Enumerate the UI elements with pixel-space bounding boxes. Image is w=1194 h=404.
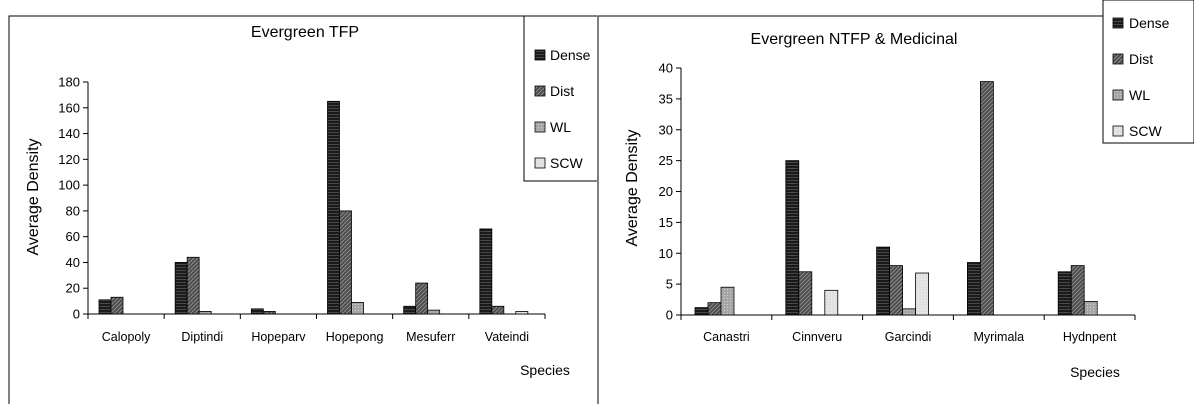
y-tick-label: 100 [58,178,80,193]
y-tick-label: 10 [659,246,673,261]
bar-dist-hydnpent [1070,265,1085,316]
y-tick-label: 60 [66,229,80,244]
bar-dense-hopepong [327,100,340,315]
bar-dense-calopoly [98,299,112,315]
legend-label-dist: Dist [1129,51,1153,67]
legend: Dense Dist WL SCW [1102,0,1194,144]
x-tick-label: Cinnveru [792,330,842,344]
bar-wl-mesuferr [427,309,441,315]
bar-dist-calopoly [110,296,124,315]
legend-swatch-dist [1112,53,1124,65]
legend-swatch-wl [1112,89,1124,101]
bar-scw-garcindi [915,272,930,316]
x-tick-label: Hopeparv [251,330,306,344]
bar-scw-cinnveru [824,289,839,316]
legend-label-wl: WL [550,119,571,135]
x-tick-label: Vateindi [485,330,529,344]
y-tick-label: 5 [666,277,673,292]
chart-evergreen-ntfp: Evergreen NTFP & Medicinal 0 5 10 15 20 25 30 35… [597,0,1194,404]
legend-swatch-scw [534,157,546,169]
y-tick-label: 120 [58,152,80,167]
chart-title: Evergreen NTFP & Medicinal [751,31,958,48]
legend-label-dist: Dist [550,83,574,99]
x-axis-label: Species [1070,364,1120,380]
legend-label-dense: Dense [1129,15,1170,31]
legend-swatch-dense [1112,17,1124,29]
bar-dist-mesuferr [415,282,429,315]
y-tick-label: 180 [58,75,80,90]
legend-swatch-dist [534,85,546,97]
y-tick-label: 30 [659,122,673,137]
bar-wl-hydnpent [1083,301,1098,316]
y-tick-label: 160 [58,100,80,115]
x-tick-label: Mesuferr [406,330,455,344]
bar-dense-hopeparv [250,308,264,315]
y-tick-label: 20 [66,281,80,296]
bar-dense-myrimala [966,262,981,316]
bar-dist-garcindi [889,265,904,316]
y-tick-label: 140 [58,126,80,141]
y-tick-label: 80 [66,203,80,218]
bar-dist-canastri [707,302,722,316]
bar-scw-vateindi [515,311,529,315]
chart-frame [597,15,1193,404]
bar-dense-mesuferr [403,305,417,315]
y-axis-label: Average Density [25,138,42,255]
bar-wl-canastri [720,286,735,316]
bar-dist-hopeparv [262,311,276,315]
bar-wl-hopepong [351,301,364,315]
x-tick-label: Calopoly [102,330,151,344]
legend-label-dense: Dense [550,47,591,63]
bar-dense-canastri [694,307,709,316]
legend-swatch-dense [534,49,546,61]
bar-dist-cinnveru [798,271,813,316]
bar-dist-hopepong [339,210,352,315]
x-axis-label: Species [520,362,570,378]
bar-dense-cinnveru [785,160,800,316]
x-tick-label: Hopepong [326,330,384,344]
x-tick-label: Diptindi [181,330,223,344]
legend: Dense Dist WL SCW [523,15,597,182]
legend-label-scw: SCW [1129,123,1162,139]
y-tick-label: 15 [659,215,673,230]
x-tick-label: Garcindi [885,330,932,344]
chart-title: Evergreen TFP [251,24,359,41]
y-tick-label: 20 [659,184,673,199]
chart-panel-evergreen-ntfp: Evergreen NTFP & Medicinal 0 5 10 15 20 25 30 35… [597,0,1194,404]
x-tick-label: Canastri [703,330,750,344]
y-tick-label: 0 [73,307,80,322]
bar-dist-vateindi [491,305,505,315]
legend-swatch-wl [534,121,546,133]
bar-wl-diptindi [198,311,212,315]
y-tick-label: 40 [659,61,673,76]
y-tick-label: 35 [659,91,673,106]
legend-swatch-scw [1112,125,1124,137]
legend-label-wl: WL [1129,87,1150,103]
bar-dense-diptindi [174,262,188,315]
y-tick-label: 40 [66,255,80,270]
chart-evergreen-tfp: Evergreen TFP 0 20 40 60 80 100 120 140 160 180 Cal… [8,15,597,404]
legend-label-scw: SCW [550,155,583,171]
bar-dense-hydnpent [1057,271,1072,316]
y-tick-label: 0 [666,308,673,323]
bar-dense-garcindi [876,246,891,316]
chart-panel-evergreen-tfp: Evergreen TFP 0 20 40 60 80 100 120 140 160 180 Cal… [8,15,597,404]
bar-dense-vateindi [479,228,493,315]
chart-frame [8,15,597,404]
x-tick-label: Hydnpent [1063,330,1117,344]
x-tick-label: Myrimala [973,330,1024,344]
y-axis-label: Average Density [624,129,641,246]
bar-dist-diptindi [186,256,200,315]
bar-wl-garcindi [902,308,917,316]
bar-dist-myrimala [979,81,994,316]
y-tick-label: 25 [659,153,673,168]
